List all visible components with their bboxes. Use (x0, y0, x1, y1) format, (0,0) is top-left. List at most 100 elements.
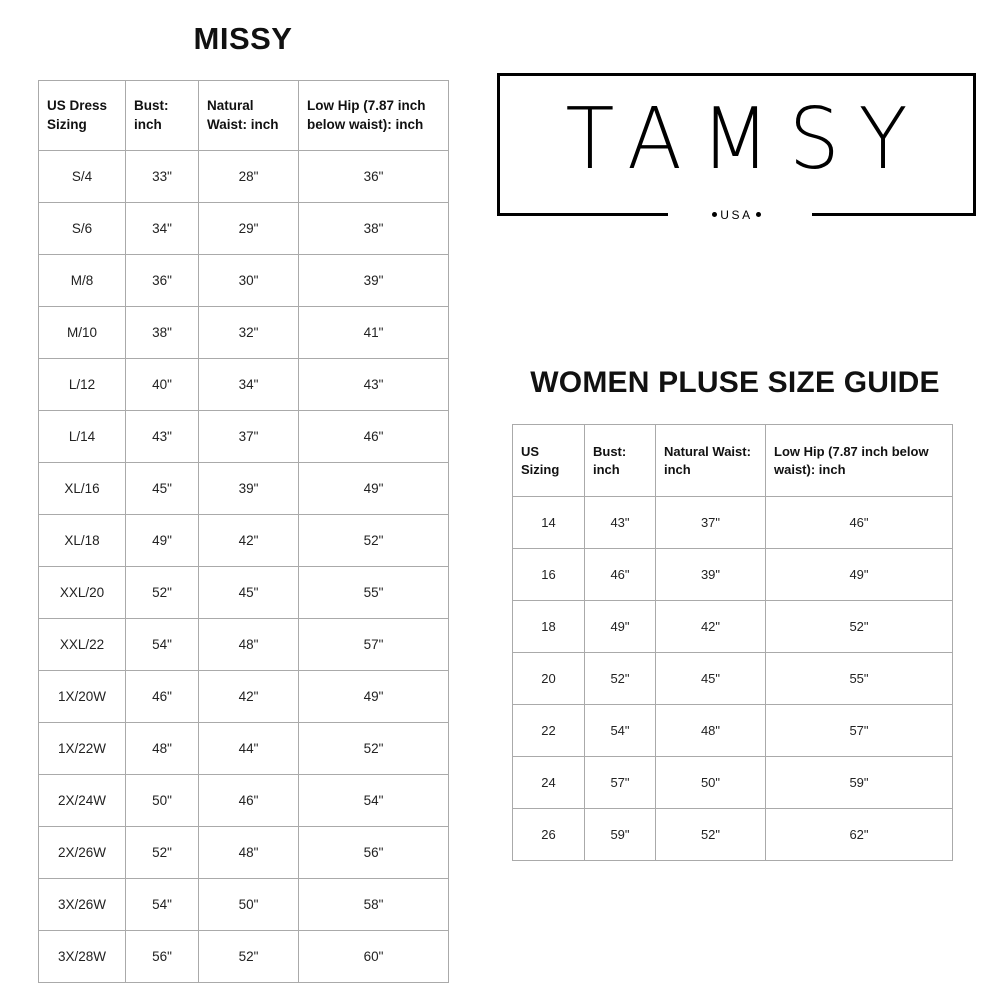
hip-cell: 49" (298, 670, 449, 723)
hip-cell: 46" (765, 496, 953, 549)
hip-cell: 46" (298, 410, 449, 463)
bust-cell: 50" (125, 774, 199, 827)
hip-cell: 43" (298, 358, 449, 411)
table-row: L/14 43" 37" 46" (38, 410, 449, 463)
waist-cell: 52" (655, 808, 766, 861)
table-row: XL/18 49" 42" 52" (38, 514, 449, 567)
column-header-low-hip: Low Hip (7.87 inch below waist): inch (765, 424, 953, 497)
table-row: S/6 34" 29" 38" (38, 202, 449, 255)
hip-cell: 54" (298, 774, 449, 827)
table-header-row: US Sizing Bust: inch Natural Waist: inch… (512, 424, 953, 497)
table-row: S/4 33" 28" 36" (38, 150, 449, 203)
hip-cell: 52" (298, 722, 449, 775)
hip-cell: 49" (298, 462, 449, 515)
table-row: 2X/26W 52" 48" 56" (38, 826, 449, 879)
column-header-natural-waist: Natural Waist: inch (655, 424, 766, 497)
size-cell: XXL/22 (38, 618, 126, 671)
size-cell: XL/16 (38, 462, 126, 515)
tamsy-wordmark: TAMSY (565, 89, 927, 189)
table-row: M/8 36" 30" 39" (38, 254, 449, 307)
size-cell: 2X/26W (38, 826, 126, 879)
bust-cell: 49" (584, 600, 656, 653)
table-row: 24 57" 50" 59" (512, 756, 953, 809)
table-row: 2X/24W 50" 46" 54" (38, 774, 449, 827)
bullet-dot-right-icon (755, 212, 761, 217)
size-cell: 18 (512, 600, 585, 653)
waist-cell: 46" (198, 774, 299, 827)
table-row: 16 46" 39" 49" (512, 548, 953, 601)
waist-cell: 37" (198, 410, 299, 463)
table-row: XL/16 45" 39" 49" (38, 462, 449, 515)
bust-cell: 46" (584, 548, 656, 601)
bust-cell: 34" (125, 202, 199, 255)
column-header-bust: Bust: inch (125, 80, 199, 151)
bust-cell: 48" (125, 722, 199, 775)
missy-size-table: US Dress Sizing Bust: inch Natural Waist… (38, 80, 449, 983)
waist-cell: 52" (198, 930, 299, 983)
size-cell: M/8 (38, 254, 126, 307)
table-row: 18 49" 42" 52" (512, 600, 953, 653)
usa-text: USA (720, 208, 753, 222)
table-row: 3X/28W 56" 52" 60" (38, 930, 449, 983)
hip-cell: 39" (298, 254, 449, 307)
waist-cell: 37" (655, 496, 766, 549)
table-row: 1X/20W 46" 42" 49" (38, 670, 449, 723)
table-row: 22 54" 48" 57" (512, 704, 953, 757)
bust-cell: 36" (125, 254, 199, 307)
tamsy-logo-box: TAMSY (497, 73, 976, 219)
hip-cell: 60" (298, 930, 449, 983)
plus-size-table: US Sizing Bust: inch Natural Waist: inch… (512, 424, 953, 861)
waist-cell: 48" (198, 618, 299, 671)
size-cell: 26 (512, 808, 585, 861)
size-cell: XL/18 (38, 514, 126, 567)
waist-cell: 30" (198, 254, 299, 307)
table-row: L/12 40" 34" 43" (38, 358, 449, 411)
waist-cell: 42" (198, 670, 299, 723)
hip-cell: 52" (765, 600, 953, 653)
size-cell: 1X/20W (38, 670, 126, 723)
bust-cell: 33" (125, 150, 199, 203)
hip-cell: 38" (298, 202, 449, 255)
bust-cell: 52" (584, 652, 656, 705)
bust-cell: 43" (584, 496, 656, 549)
waist-cell: 28" (198, 150, 299, 203)
size-cell: M/10 (38, 306, 126, 359)
waist-cell: 48" (655, 704, 766, 757)
table-header-row: US Dress Sizing Bust: inch Natural Waist… (38, 80, 449, 151)
size-cell: S/4 (38, 150, 126, 203)
hip-cell: 57" (298, 618, 449, 671)
size-cell: 14 (512, 496, 585, 549)
waist-cell: 34" (198, 358, 299, 411)
bust-cell: 45" (125, 462, 199, 515)
waist-cell: 45" (655, 652, 766, 705)
size-cell: 20 (512, 652, 585, 705)
logo-border-gap (668, 207, 812, 219)
waist-cell: 42" (655, 600, 766, 653)
size-cell: 24 (512, 756, 585, 809)
column-header-us-dress-sizing: US Dress Sizing (38, 80, 126, 151)
tamsy-usa-label: USA (497, 205, 976, 225)
hip-cell: 57" (765, 704, 953, 757)
waist-cell: 44" (198, 722, 299, 775)
table-row: 26 59" 52" 62" (512, 808, 953, 861)
column-header-natural-waist: Natural Waist: inch (198, 80, 299, 151)
column-header-low-hip: Low Hip (7.87 inch below waist): inch (298, 80, 449, 151)
table-row: XXL/22 54" 48" 57" (38, 618, 449, 671)
table-row: 20 52" 45" 55" (512, 652, 953, 705)
waist-cell: 45" (198, 566, 299, 619)
size-cell: XXL/20 (38, 566, 126, 619)
waist-cell: 50" (655, 756, 766, 809)
hip-cell: 36" (298, 150, 449, 203)
waist-cell: 48" (198, 826, 299, 879)
plus-size-title: WOMEN PLUSE SIZE GUIDE (530, 366, 940, 399)
hip-cell: 49" (765, 548, 953, 601)
bust-cell: 43" (125, 410, 199, 463)
waist-cell: 42" (198, 514, 299, 567)
size-cell: 22 (512, 704, 585, 757)
waist-cell: 39" (198, 462, 299, 515)
size-cell: 3X/26W (38, 878, 126, 931)
hip-cell: 62" (765, 808, 953, 861)
bust-cell: 46" (125, 670, 199, 723)
hip-cell: 56" (298, 826, 449, 879)
hip-cell: 55" (765, 652, 953, 705)
